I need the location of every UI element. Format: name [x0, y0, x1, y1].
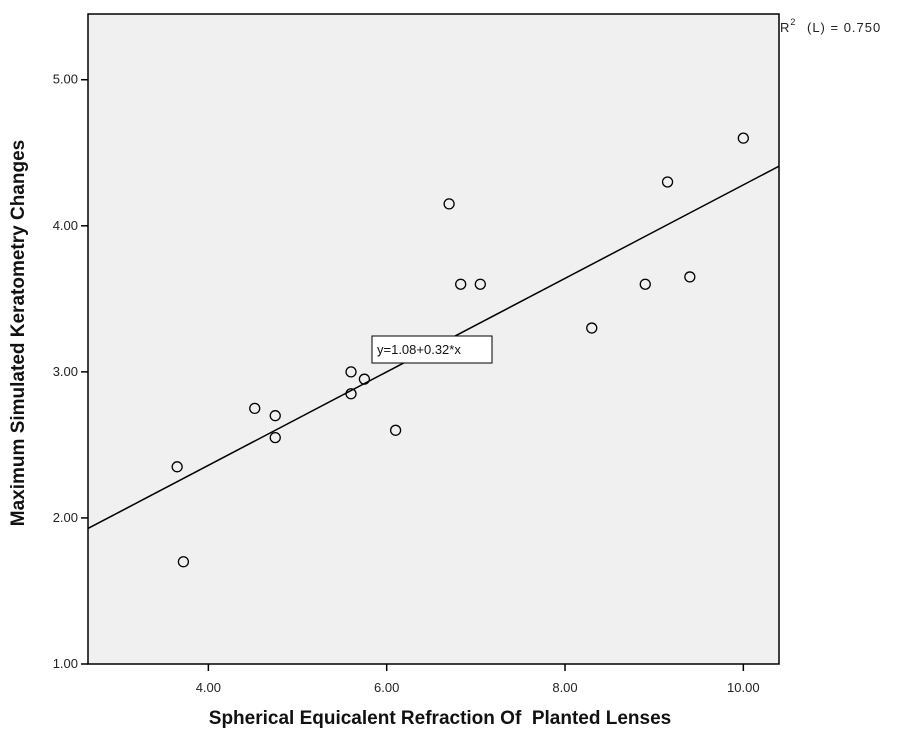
y-tick-label: 2.00 [53, 510, 78, 525]
data-point [443, 198, 455, 210]
data-point [171, 461, 183, 473]
data-point [684, 271, 696, 283]
x-axis-ticks: 4.00 6.00 8.00 10.00 [196, 664, 760, 695]
data-point [358, 373, 371, 385]
data-point [737, 132, 749, 144]
data-point [269, 431, 281, 444]
equation-label: y=1.08+0.32*x [377, 342, 461, 357]
y-axis-ticks: 1.00 2.00 3.00 4.00 5.00 [53, 72, 88, 671]
data-point [269, 410, 281, 422]
x-tick-label: 8.00 [552, 680, 577, 695]
data-point [345, 388, 357, 400]
data-point [249, 402, 261, 415]
y-axis-title: Maximum Simulated Keratometry Changes [8, 140, 29, 526]
y-tick-label: 5.00 [53, 72, 78, 87]
r-squared-annotation: R2 (L) = 0.750 [780, 17, 881, 35]
y-tick-label: 4.00 [53, 218, 78, 233]
equation-annotation: y=1.08+0.32*x [371, 335, 493, 364]
data-point [455, 278, 467, 290]
data-point [177, 556, 190, 568]
data-point [661, 176, 674, 188]
data-points [171, 132, 749, 568]
x-axis-title: Spherical Equicalent Refraction Of Plant… [209, 708, 671, 729]
data-point [474, 278, 486, 290]
y-tick-label: 3.00 [53, 364, 78, 379]
r-squared-symbol: R2 [780, 17, 796, 35]
data-point [345, 366, 357, 378]
data-point [586, 322, 598, 334]
x-tick-label: 4.00 [196, 680, 221, 695]
data-point [389, 424, 402, 436]
data-point [639, 278, 651, 290]
x-tick-label: 10.00 [727, 680, 760, 695]
x-tick-label: 6.00 [374, 680, 399, 695]
equation-box [371, 335, 493, 364]
y-tick-label: 1.00 [53, 656, 78, 671]
r-squared-label: (L) = 0.750 [807, 20, 881, 35]
